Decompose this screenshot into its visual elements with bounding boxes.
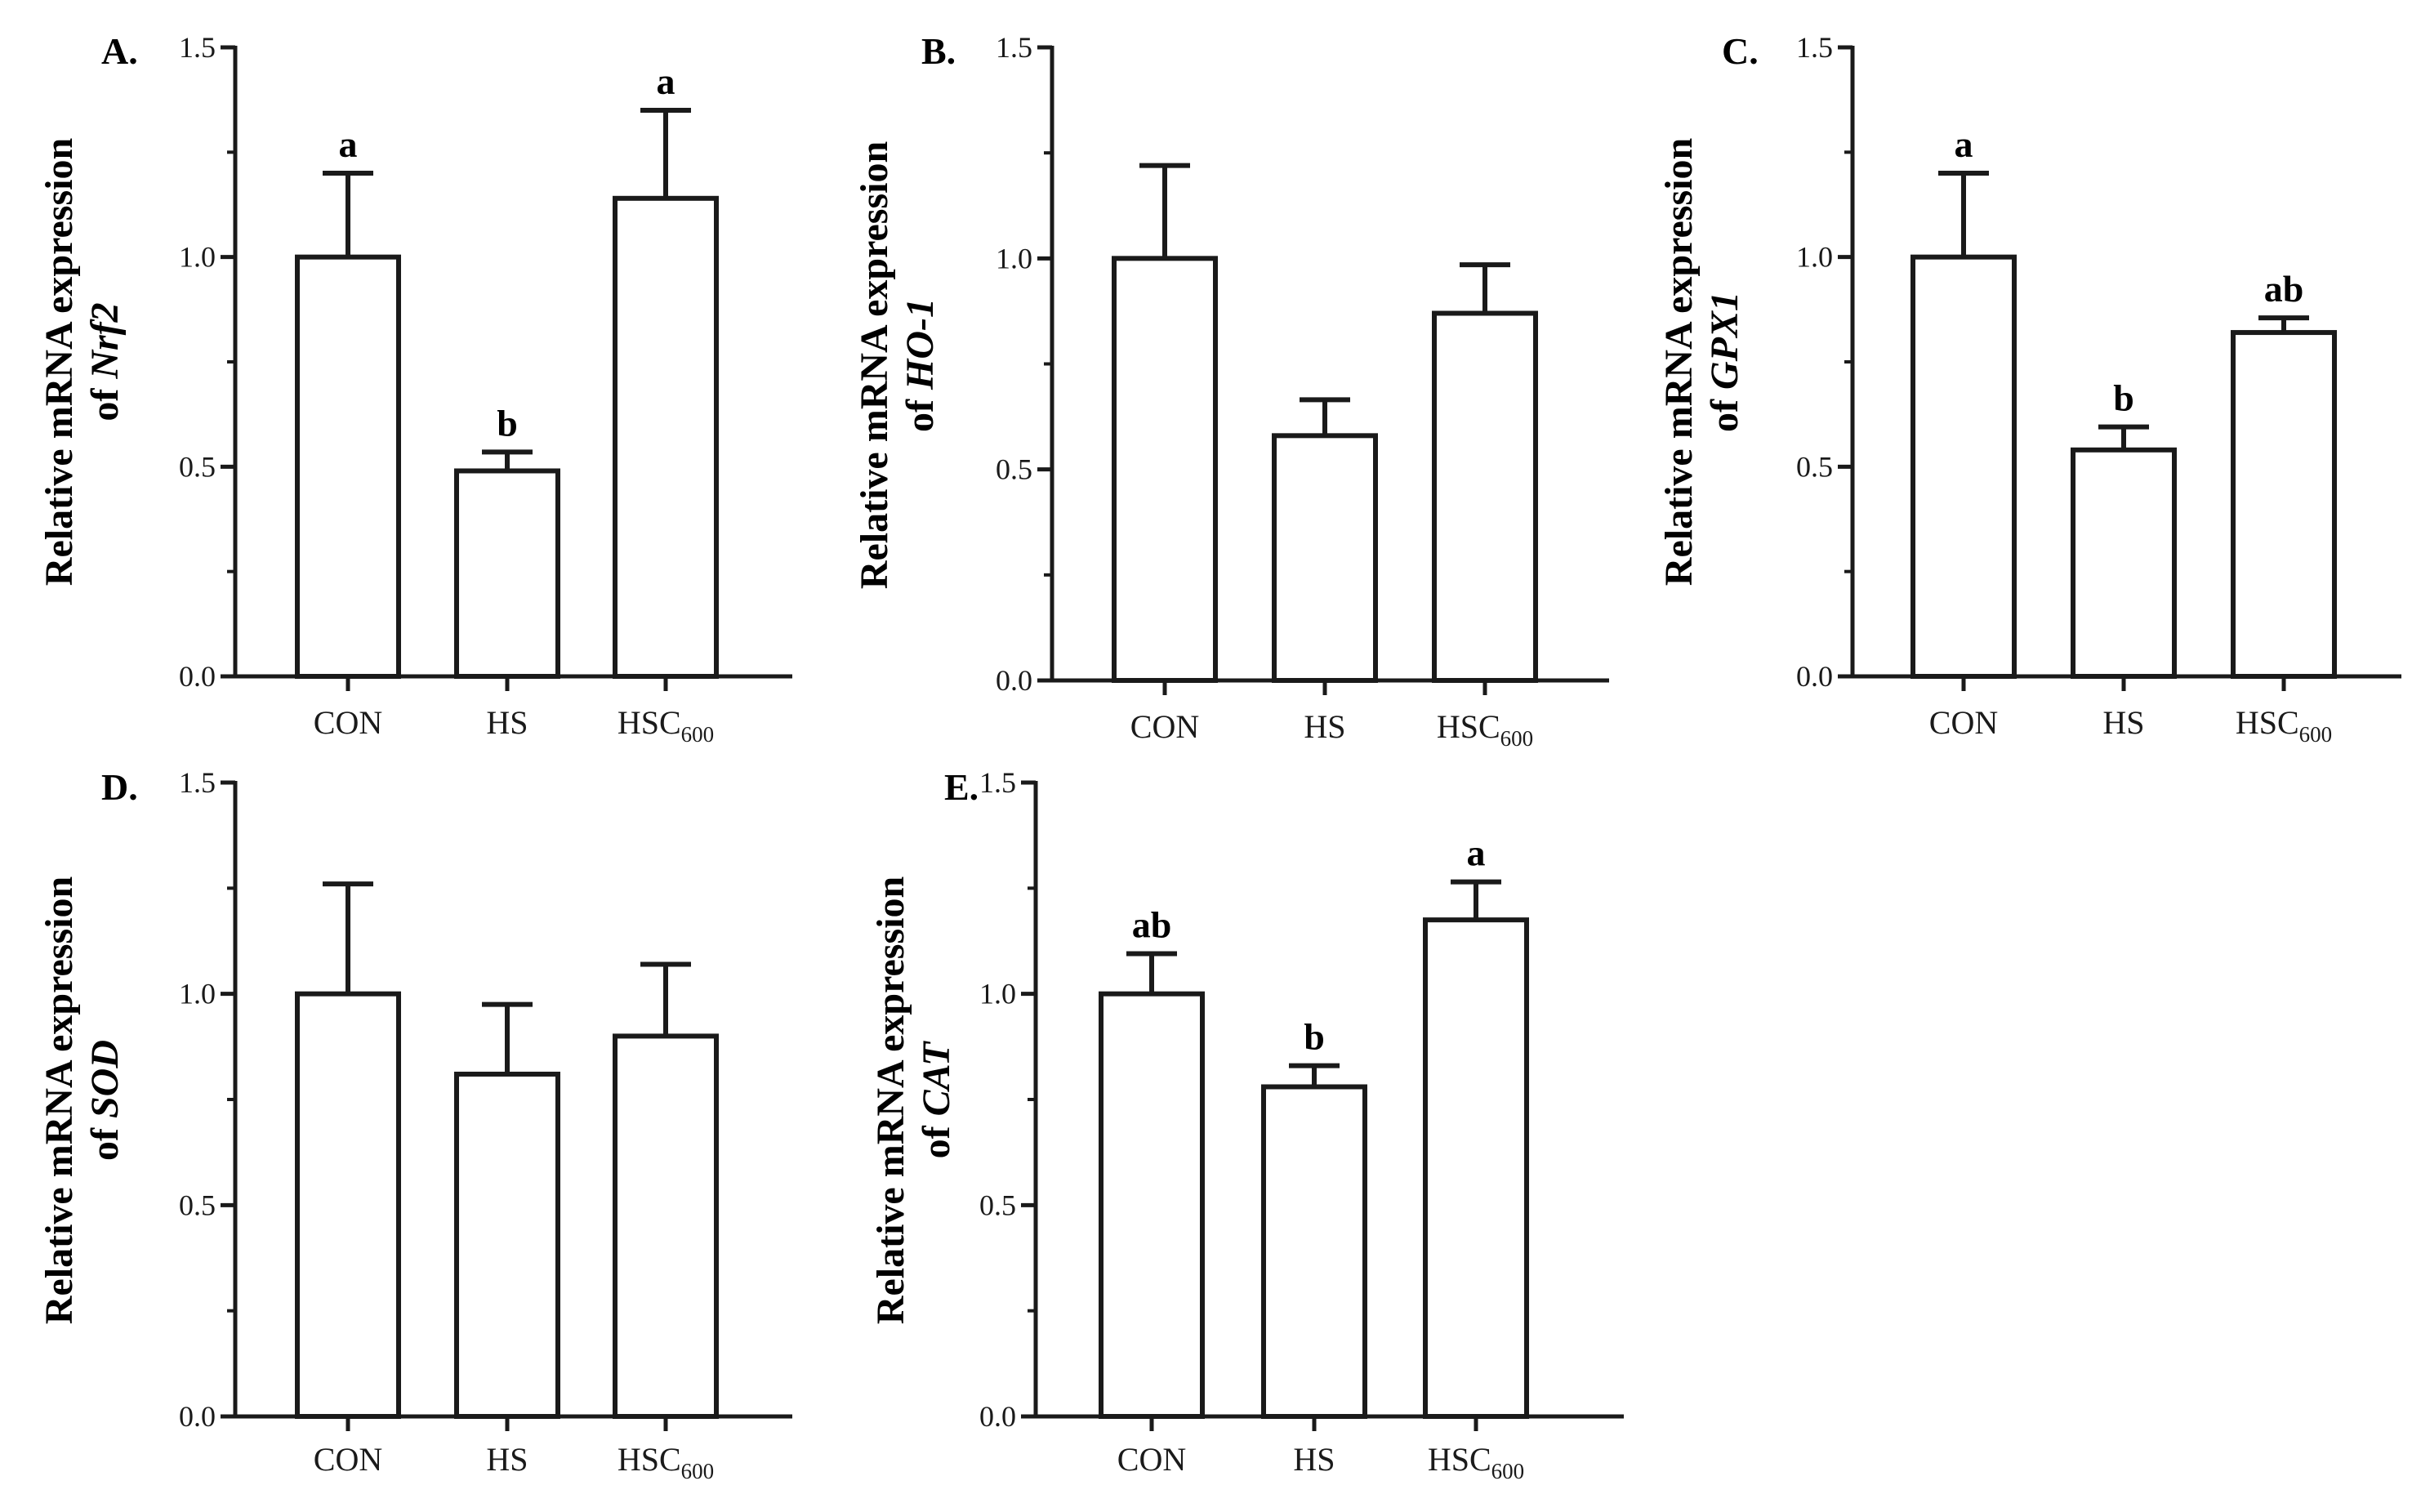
y-tick-label: 1.5 — [979, 766, 1016, 799]
significance-label: b — [2113, 377, 2134, 419]
y-tick-label: 0.0 — [979, 1400, 1016, 1433]
x-tick-label: HSC600 — [1437, 708, 1533, 751]
x-tick-label: CON — [1929, 704, 1998, 741]
x-tick-label: HSC600 — [618, 704, 714, 747]
bar-hs — [1261, 1084, 1367, 1419]
bar-con — [1112, 256, 1218, 684]
y-tick-label: 1.5 — [179, 31, 216, 64]
significance-label: a — [1467, 832, 1486, 874]
x-tick-label: HS — [2102, 704, 2144, 741]
y-axis-label: Relative mRNA expressionof Nrf2 — [38, 138, 127, 586]
panel-label: B. — [921, 30, 956, 72]
chart-panel-a: 0.0 0.5 1.0 1.5 CON a HS b HSC600 a A. Relative mRN… — [38, 30, 792, 747]
y-tick-label: 0.0 — [1796, 660, 1833, 693]
significance-label: a — [657, 60, 675, 102]
y-tick-label: 0.0 — [179, 660, 216, 693]
x-tick-label: CON — [1117, 1441, 1186, 1478]
y-tick-label: 1.0 — [1796, 241, 1833, 274]
bar-con — [295, 254, 401, 679]
x-tick-label: CON — [1130, 708, 1199, 745]
chart-panel-d: 0.0 0.5 1.0 1.5 CON HS HSC600 D. Relative mRNA e… — [38, 766, 792, 1483]
chart-panel-b: 0.0 0.5 1.0 1.5 CON HS HSC600 B. Relative mRNA e… — [853, 30, 1609, 751]
significance-label: b — [1304, 1016, 1325, 1058]
y-tick-label: 1.0 — [179, 978, 216, 1010]
x-tick-label: HSC600 — [1428, 1441, 1524, 1483]
y-axis-label: Relative mRNA expressionof HO-1 — [853, 141, 942, 589]
y-axis-label: Relative mRNA expressionof CAT — [869, 876, 958, 1324]
y-axis-label: Relative mRNA expressionof SOD — [38, 876, 127, 1324]
chart-panel-e: 0.0 0.5 1.0 1.5 CON ab HS b HSC600 a E. Relative mR… — [869, 766, 1624, 1483]
chart-panel-c: 0.0 0.5 1.0 1.5 CON a HS b HSC600 ab C. Relative mR… — [1657, 30, 2401, 747]
bar-hsc600 — [2231, 330, 2337, 679]
y-tick-label: 0.5 — [179, 450, 216, 483]
bar-hsc600 — [613, 195, 719, 680]
x-tick-label: CON — [314, 1441, 382, 1478]
bar-con — [295, 991, 401, 1419]
y-tick-label: 1.5 — [1796, 31, 1833, 64]
panel-label: D. — [101, 766, 138, 808]
x-tick-label: HS — [486, 704, 528, 741]
y-tick-label: 0.5 — [979, 1189, 1016, 1221]
bar-hsc600 — [613, 1033, 719, 1420]
x-tick-label: HS — [1304, 708, 1345, 745]
y-tick-label: 1.0 — [996, 242, 1032, 274]
bar-hs — [454, 468, 560, 680]
bar-hsc600 — [1423, 917, 1529, 1419]
significance-label: a — [1955, 123, 1973, 165]
bar-hs — [454, 1071, 560, 1419]
bar-hsc600 — [1432, 310, 1538, 683]
y-tick-label: 0.5 — [179, 1189, 216, 1221]
y-tick-label: 0.0 — [996, 664, 1032, 697]
y-tick-label: 0.5 — [1796, 450, 1833, 483]
bar-con — [1910, 254, 2017, 679]
y-tick-label: 0.5 — [996, 453, 1032, 486]
x-tick-label: HSC600 — [2236, 704, 2332, 747]
significance-label: b — [497, 402, 518, 444]
y-tick-label: 0.0 — [179, 1400, 216, 1433]
bar-hs — [2071, 447, 2177, 679]
y-tick-label: 1.0 — [979, 978, 1016, 1010]
significance-label: ab — [1132, 904, 1172, 946]
significance-label: ab — [2264, 268, 2304, 310]
x-tick-label: CON — [314, 704, 382, 741]
y-tick-label: 1.5 — [996, 31, 1032, 64]
panel-label: E. — [944, 766, 979, 808]
bar-hs — [1272, 433, 1378, 683]
y-tick-label: 1.5 — [179, 766, 216, 799]
y-tick-label: 1.0 — [179, 241, 216, 274]
x-tick-label: HS — [1293, 1441, 1335, 1478]
bar-con — [1099, 991, 1205, 1419]
x-tick-label: HS — [486, 1441, 528, 1478]
significance-label: a — [339, 123, 358, 165]
x-tick-label: HSC600 — [618, 1441, 714, 1483]
panel-label: A. — [101, 30, 138, 72]
y-axis-label: Relative mRNA expressionof GPX1 — [1657, 138, 1746, 586]
panel-label: C. — [1722, 30, 1759, 72]
